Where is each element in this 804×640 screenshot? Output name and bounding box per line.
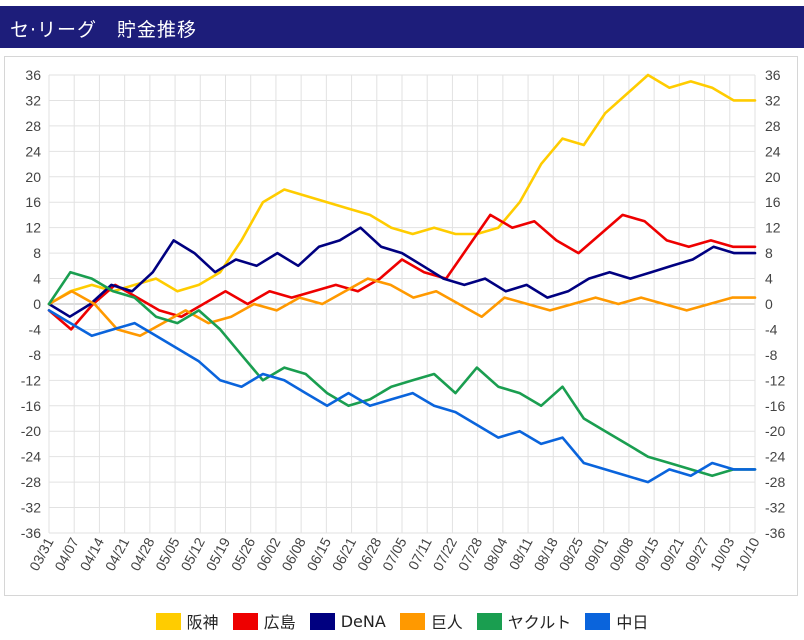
legend-label: 巨人	[430, 613, 463, 632]
y-tick-label-right: 20	[765, 169, 781, 185]
y-tick-label-right: -12	[765, 372, 785, 388]
legend-swatch	[232, 612, 258, 630]
x-tick-label: 05/19	[203, 535, 234, 574]
savings-line-chart: 36 32 28 24 20 16 12 8 4 0 -4 -8 -12 -16 -20 -24 -28 -32 -…	[21, 67, 786, 574]
legend-label: 広島	[263, 613, 296, 632]
y-tick-label-left: -24	[21, 449, 41, 465]
x-tick-label: 09/01	[581, 535, 612, 574]
y-tick-label-right: 0	[765, 296, 773, 312]
x-tick-label: 04/28	[127, 535, 158, 574]
legend-swatch	[399, 612, 425, 630]
series-line-阪神	[47, 73, 757, 306]
y-tick-label-right: 8	[765, 245, 773, 261]
x-tick-label: 04/07	[51, 535, 82, 574]
legend-swatch	[309, 612, 335, 630]
x-tick-label: 06/08	[278, 535, 309, 574]
x-tick-label: 09/21	[656, 535, 687, 574]
legend-item: 阪神	[155, 609, 219, 633]
x-tick-label: 05/12	[177, 535, 208, 574]
legend-item: DeNA	[309, 611, 386, 631]
legend-item: 中日	[585, 609, 648, 633]
y-tick-label-right: 36	[765, 67, 781, 83]
page-title: セ·リーグ 貯金推移	[10, 19, 198, 41]
y-tick-label-left: 24	[25, 143, 41, 159]
y-tick-label-left: 20	[25, 169, 41, 185]
series-lines	[47, 73, 757, 484]
series-line-中日	[47, 309, 757, 484]
y-tick-label-right: 12	[765, 220, 781, 236]
legend-swatch	[155, 612, 181, 630]
y-tick-label-right: -20	[765, 423, 785, 439]
x-tick-label: 08/18	[530, 535, 561, 574]
y-tick-label-left: -4	[29, 321, 42, 337]
legend-item: 巨人	[399, 609, 463, 633]
x-tick-label: 07/05	[379, 535, 410, 574]
y-tick-label-left: 32	[25, 92, 41, 108]
y-tick-label-left: 8	[33, 245, 41, 261]
legend-swatch	[585, 612, 611, 630]
y-tick-label-left: 4	[33, 271, 41, 287]
y-tick-label-right: -16	[765, 398, 785, 414]
y-tick-label-right: 4	[765, 271, 773, 287]
x-tick-labels: 03/3104/0704/1404/2104/2805/0505/1205/19…	[26, 535, 763, 574]
y-tick-label-right: -24	[765, 449, 785, 465]
y-tick-label-left: -8	[29, 347, 42, 363]
chart-frame: 36 32 28 24 20 16 12 8 4 0 -4 -8 -12 -16 -20 -24 -28 -32 -…	[4, 56, 798, 596]
y-tick-label-left: 28	[25, 118, 41, 134]
y-tick-label-left: -20	[21, 423, 41, 439]
series-line-ヤクルト	[47, 270, 757, 478]
y-tick-label-left: 0	[33, 296, 41, 312]
x-tick-label: 10/03	[707, 535, 738, 574]
y-tick-label-right: -4	[765, 321, 778, 337]
x-tick-label: 06/02	[253, 535, 284, 574]
x-tick-label: 09/15	[631, 535, 662, 574]
y-tick-label-left: 12	[25, 220, 41, 236]
series-line-DeNA	[47, 226, 757, 319]
x-tick-label: 06/15	[303, 535, 334, 574]
page-header: セ·リーグ 貯金推移	[0, 0, 804, 48]
x-tick-label: 06/28	[354, 535, 385, 574]
x-tick-label: 07/22	[429, 535, 460, 574]
y-tick-label-right: -8	[765, 347, 778, 363]
y-tick-label-right: 24	[765, 143, 781, 159]
legend-item: ヤクルト	[476, 609, 572, 633]
x-tick-label: 10/10	[732, 535, 763, 574]
x-tick-label: 04/21	[102, 535, 133, 574]
y-tick-label-left: 16	[25, 194, 41, 210]
y-tick-label-left: -16	[21, 398, 41, 414]
grid-lines	[48, 74, 756, 534]
chart-legend: 阪神 広島 DeNA 巨人 ヤクルト 中日	[0, 606, 804, 636]
series-line-広島	[47, 213, 757, 331]
legend-item: 広島	[232, 609, 296, 633]
legend-label: 阪神	[186, 613, 219, 632]
y-tick-label-left: -36	[21, 525, 41, 541]
y-tick-label-left: -32	[21, 500, 41, 516]
legend-label: 中日	[616, 613, 649, 632]
y-tick-label-right: -32	[765, 500, 785, 516]
y-tick-label-right: 32	[765, 92, 781, 108]
x-tick-label: 06/21	[329, 535, 360, 574]
y-tick-label-right: 28	[765, 118, 781, 134]
x-tick-label: 04/14	[76, 535, 107, 574]
x-tick-label: 09/08	[606, 535, 637, 574]
y-tick-label-left: -12	[21, 372, 41, 388]
x-tick-label: 05/05	[152, 535, 183, 574]
y-tick-label-left: 36	[25, 67, 41, 83]
y-tick-labels-left: 36 32 28 24 20 16 12 8 4 0 -4 -8 -12 -16 -20 -24 -28 -32 -…	[21, 67, 41, 541]
y-tick-labels-right: 36 32 28 24 20 16 12 8 4 0 -4 -8 -12 -16 -20 -24 -28 -32 -…	[765, 67, 785, 541]
legend-label: ヤクルト	[507, 613, 572, 632]
legend-label: DeNA	[340, 611, 386, 631]
y-tick-label-right: -36	[765, 525, 785, 541]
y-tick-label-right: -28	[765, 474, 785, 490]
x-tick-label: 07/28	[455, 535, 486, 574]
x-tick-label: 08/04	[480, 535, 511, 574]
x-tick-label: 05/26	[228, 535, 259, 574]
y-tick-label-right: 16	[765, 194, 781, 210]
y-tick-label-left: -28	[21, 474, 41, 490]
x-tick-label: 09/27	[682, 535, 713, 574]
x-tick-label: 08/25	[556, 535, 587, 574]
legend-swatch	[476, 612, 502, 630]
